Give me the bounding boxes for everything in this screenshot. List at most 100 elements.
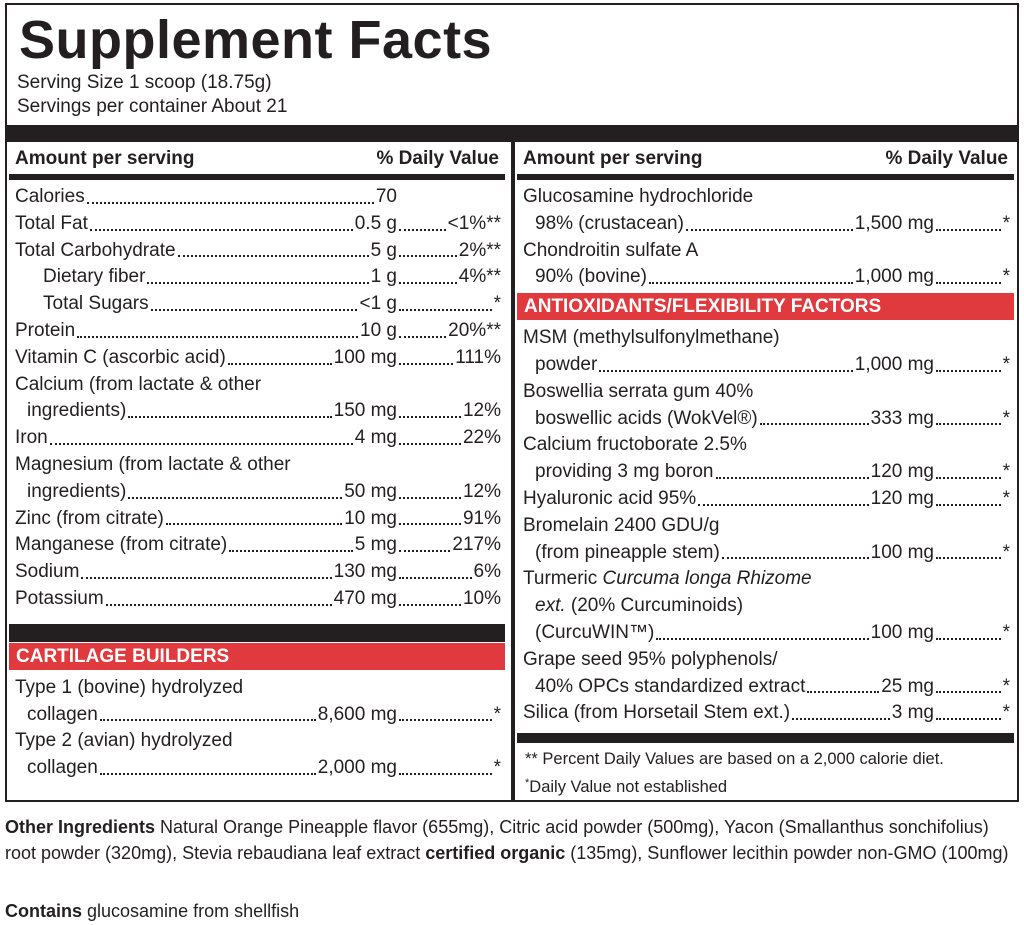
dot-leader [86, 184, 374, 204]
nutrient-name: Grape seed 95% polyphenols/ [523, 648, 778, 670]
daily-value-cell: * [397, 755, 501, 782]
contains-segment: Contains [5, 901, 83, 921]
nutrient-line: Glucosamine hydrochloride [517, 184, 1014, 211]
nutrient-name: Total Carbohydrate [15, 239, 176, 261]
amount: 1,000 mg [854, 353, 934, 375]
daily-value: 91% [462, 507, 501, 529]
daily-value-cell: * [397, 291, 501, 318]
nutrient-name: 98% (crustacean) [535, 212, 684, 234]
contains: Contains glucosamine from shellfish [5, 898, 1017, 924]
nutrient-name: Type 1 (bovine) hydrolyzed [15, 676, 244, 698]
rule [517, 733, 1014, 744]
nutrient-line: ext. (20% Curcuminoids) [517, 593, 1014, 620]
daily-value-cell [397, 184, 501, 211]
nutrient-line: Zinc (from citrate) 10 mg 91% [9, 506, 505, 533]
dot-leader [229, 532, 353, 553]
nutrient-line: Calcium fructoborate 2.5% [517, 432, 1014, 459]
nutrient-name: ingredients) [27, 400, 127, 422]
footnote-text-segment: * [525, 777, 530, 790]
daily-value: * [1002, 266, 1010, 288]
nutrient-name: Calcium fructoborate 2.5% [523, 434, 747, 456]
nutrient-line: Grape seed 95% polyphenols/ [517, 647, 1014, 674]
daily-value-cell: * [934, 459, 1010, 486]
daily-value: 217% [452, 534, 501, 556]
dot-leader [99, 702, 316, 722]
amount: 120 mg [870, 487, 934, 509]
daily-value: 4%** [458, 266, 501, 288]
amount: 5 g [370, 239, 397, 261]
nutrient-line: Protein 10 g 20%** [9, 318, 505, 345]
dot-leader [599, 352, 853, 372]
facts-panel: Supplement Facts Serving Size 1 scoop (1… [5, 3, 1019, 802]
amount: 10 mg [344, 507, 397, 529]
amount: 5 mg [354, 534, 397, 556]
daily-value-cell: * [934, 540, 1010, 567]
daily-value-cell: 4%** [397, 264, 501, 291]
nutrient-name: Total Fat [15, 212, 88, 234]
daily-value-cell: 6% [397, 559, 501, 586]
nutrient-line: Silica (from Horsetail Stem ext.) 3 mg * [517, 700, 1014, 727]
nutrient-line: 90% (bovine) 1,000 mg * [517, 264, 1014, 291]
amount-header: Amount per serving [15, 148, 195, 169]
nutrient-name-segment: Curcuma longa Rhizome [602, 568, 812, 590]
amount: 70 [375, 186, 397, 207]
nutrient-name: Bromelain 2400 GDU/g [523, 514, 720, 536]
nutrient-line: Manganese (from citrate) 5 mg 217% [9, 532, 505, 559]
amount: 120 mg [870, 461, 934, 483]
column-header: Amount per serving % Daily Value [9, 142, 505, 180]
nutrient-line: Dietary fiber 1 g 4%** [9, 264, 505, 291]
nutrient-name: providing 3 mg boron [535, 461, 714, 483]
dot-leader [49, 425, 353, 445]
daily-value: 12% [462, 400, 501, 422]
daily-value-header: % Daily Value [885, 148, 1008, 169]
nutrient-line: Magnesium (from lactate & other [9, 452, 505, 479]
dot-leader [721, 540, 869, 560]
nutrient-line: Total Fat 0.5 g <1%** [9, 211, 505, 238]
daily-value-cell: * [934, 264, 1010, 291]
nutrient-line: (from pineapple stem) 100 mg * [517, 540, 1014, 567]
daily-value-cell: 20%** [397, 318, 501, 345]
nutrient-line: Hyaluronic acid 95% 120 mg * [517, 486, 1014, 513]
daily-value: * [1002, 461, 1010, 483]
dot-leader [648, 264, 853, 285]
nutrient-name: Boswellia serrata gum 40% [523, 380, 754, 402]
nutrient-name-segment: Turmeric [523, 568, 603, 590]
dot-leader [685, 211, 853, 231]
rule [9, 623, 505, 642]
nutrient-line: (CurcuWIN™) 100 mg * [517, 620, 1014, 647]
nutrient-name: Calcium (from lactate & other [15, 373, 262, 395]
amount: <1 g [359, 293, 397, 315]
dot-leader [147, 264, 369, 285]
dot-leader [936, 211, 1001, 231]
daily-value: 22% [462, 427, 501, 449]
nutrient-line: Type 1 (bovine) hydrolyzed [9, 675, 505, 702]
dot-leader [399, 425, 461, 445]
daily-value-cell: 12% [397, 398, 501, 425]
amount: 0.5 g [354, 212, 397, 234]
dot-leader [936, 406, 1001, 426]
nutrient-name-segment: (20% Curcuminoids) [565, 595, 744, 617]
dot-leader [759, 406, 869, 426]
dot-leader [936, 620, 1001, 640]
nutrient-name: Manganese (from citrate) [15, 534, 228, 556]
nutrient-name: Potassium [15, 587, 104, 609]
nutrient-line: Total Carbohydrate 5 g 2%** [9, 238, 505, 265]
dot-leader [399, 238, 457, 258]
daily-value-cell: * [397, 702, 501, 729]
amount: 25 mg [881, 675, 934, 697]
dot-leader [936, 486, 1001, 506]
nutrient-name: Chondroitin sulfate A [523, 239, 699, 261]
section-title: ANTIOXIDANTS/FLEXIBILITY FACTORS [517, 293, 1014, 321]
amount: 100 mg [870, 541, 934, 563]
amount: 100 mg [870, 621, 934, 643]
nutrient-line: Type 2 (avian) hydrolyzed [9, 728, 505, 755]
nutrient-name: Silica (from Horsetail Stem ext.) [523, 702, 791, 724]
servings-per-container: Servings per container About 21 [17, 96, 288, 117]
dot-leader [807, 674, 880, 694]
other-ingredients-segment: Other Ingredients [5, 817, 156, 837]
section-title: CARTILAGE BUILDERS [9, 642, 505, 670]
nutrient-name: collagen [27, 757, 98, 779]
nutrient-line: collagen 2,000 mg * [9, 755, 505, 782]
amount: 8,600 mg [317, 703, 397, 725]
nutrient-name: Protein [15, 319, 76, 341]
